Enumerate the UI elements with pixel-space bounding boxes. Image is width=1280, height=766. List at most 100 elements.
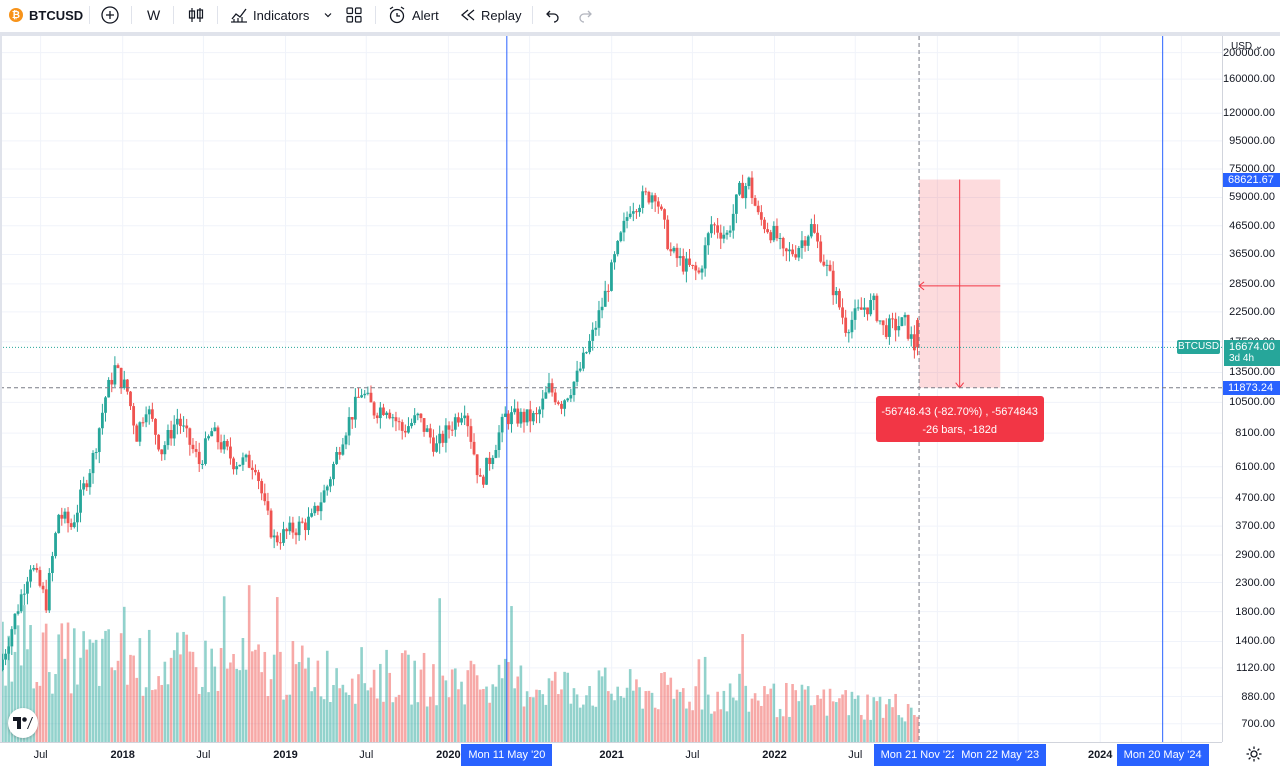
- candle-down: [316, 505, 320, 515]
- candle-body: [747, 177, 751, 187]
- candle-body: [900, 317, 904, 327]
- candle-up: [772, 221, 776, 243]
- volume-bar: [909, 707, 913, 742]
- volume-bar: [294, 664, 298, 742]
- volume-bar: [644, 691, 648, 742]
- candle-down: [759, 205, 763, 226]
- volume-bar: [404, 650, 407, 742]
- candle-body: [610, 262, 613, 291]
- candle-up: [575, 360, 579, 387]
- price-axis[interactable]: USD ⌄ 200000.00 160000.00 120000.00 95000.0…: [1222, 36, 1280, 742]
- time-tick-label: 2018: [110, 749, 135, 761]
- candle-up: [113, 356, 117, 387]
- candle-body: [641, 191, 645, 208]
- volume-bar: [222, 596, 226, 742]
- candle-up: [347, 407, 351, 446]
- candle-up: [322, 484, 326, 503]
- candle-down: [906, 314, 910, 341]
- volume-bar: [588, 686, 591, 742]
- toolbar-bottom-border: [0, 32, 1280, 36]
- candle-up: [728, 225, 732, 238]
- volume-bar: [319, 696, 323, 742]
- volume-bar: [616, 686, 619, 742]
- candle-up: [463, 405, 467, 426]
- volume-bar: [425, 706, 429, 742]
- chart-grid: [0, 36, 1222, 742]
- alert-button[interactable]: Alert: [387, 0, 439, 30]
- candle-body: [513, 408, 517, 413]
- layouts-button[interactable]: [345, 0, 363, 30]
- volume-bar: [207, 692, 210, 742]
- tradingview-logo-icon[interactable]: [8, 708, 38, 738]
- volume-bar: [397, 694, 401, 742]
- currency-selector[interactable]: USD ⌄: [1231, 41, 1263, 52]
- volume-bar: [57, 634, 60, 742]
- candle-up: [29, 565, 32, 588]
- candle-body: [338, 452, 342, 455]
- candle-body: [44, 589, 48, 611]
- volume-bar: [391, 702, 395, 742]
- candle-up: [503, 406, 507, 418]
- volume-bar: [653, 707, 657, 742]
- price-chart[interactable]: [0, 36, 1222, 742]
- volume-bar: [322, 699, 326, 742]
- price-tick-label: 10500.00: [1229, 396, 1275, 409]
- volume-bar: [528, 697, 532, 742]
- volume-bar: [878, 696, 882, 742]
- candle-down: [475, 454, 479, 484]
- volume-bar: [354, 703, 357, 742]
- volume-bar: [691, 710, 694, 742]
- price-tick-label: 2300.00: [1235, 576, 1275, 589]
- candle-body: [538, 409, 542, 415]
- candle-body: [516, 408, 520, 424]
- candle-down: [125, 379, 129, 395]
- volume-bar: [663, 672, 666, 742]
- candle-up: [444, 418, 448, 453]
- time-axis[interactable]: Jul 2018 Jul 2019 Jul 2020 2021 Jul 2022 Jul 2024 M…: [0, 742, 1222, 766]
- chart-settings-button[interactable]: [1244, 745, 1264, 765]
- compare-symbol-button[interactable]: [100, 0, 120, 30]
- volume-bar: [104, 630, 107, 742]
- volume-bar: [250, 651, 254, 742]
- top-toolbar: ₿ BTCUSD W Indicators Alert Replay: [0, 0, 1280, 32]
- candle-up: [319, 492, 323, 521]
- candle-up: [684, 251, 688, 283]
- measure-tool[interactable]: [918, 179, 1001, 389]
- candle-body: [238, 464, 242, 467]
- volume-bar: [610, 693, 613, 742]
- chart-type-button[interactable]: [186, 0, 206, 30]
- replay-button[interactable]: Replay: [459, 0, 521, 30]
- candle-down: [775, 218, 779, 242]
- volume-bar: [563, 671, 566, 742]
- volume-bar: [450, 669, 454, 742]
- indicators-dropdown-button[interactable]: [322, 0, 334, 30]
- volume-bar: [747, 711, 751, 742]
- volume-bar: [325, 650, 329, 742]
- candle-down: [794, 245, 798, 260]
- measure-bars-text: -26 bars, -182d: [922, 423, 997, 436]
- interval-button[interactable]: W: [147, 7, 161, 23]
- volume-bar: [869, 719, 872, 742]
- volume-bar: [307, 657, 310, 742]
- redo-button[interactable]: [577, 0, 595, 30]
- symbol-search-button[interactable]: ₿ BTCUSD: [9, 0, 83, 30]
- price-tick-label: 200000.00: [1223, 46, 1275, 59]
- candle-down: [85, 479, 89, 492]
- candle-body: [503, 413, 507, 417]
- candle-down: [275, 531, 279, 546]
- candle-down: [819, 235, 823, 264]
- candle-down: [266, 492, 270, 516]
- undo-button[interactable]: [543, 0, 561, 30]
- candle-up: [235, 461, 239, 475]
- candle-body: [69, 523, 73, 528]
- candle-down: [750, 171, 754, 204]
- volume-bar: [472, 664, 476, 742]
- volume-bar: [54, 674, 57, 742]
- candle-body: [828, 264, 832, 271]
- volume-bar: [903, 721, 907, 742]
- volume-bar: [638, 687, 641, 742]
- candle-body: [763, 219, 766, 230]
- volume-bar: [553, 671, 557, 742]
- indicators-button[interactable]: Indicators: [229, 0, 309, 30]
- candle-body: [219, 442, 223, 450]
